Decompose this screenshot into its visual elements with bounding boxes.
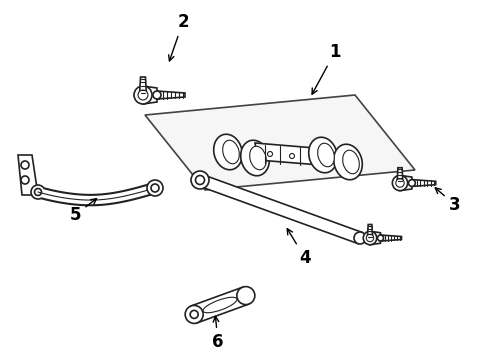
Polygon shape (368, 225, 372, 238)
Ellipse shape (318, 143, 334, 167)
Ellipse shape (334, 144, 362, 180)
Polygon shape (191, 287, 249, 323)
Circle shape (194, 174, 206, 186)
Text: 2: 2 (169, 13, 189, 61)
Text: 6: 6 (212, 316, 224, 351)
Polygon shape (397, 168, 403, 183)
Polygon shape (18, 155, 38, 195)
Polygon shape (140, 77, 147, 95)
Polygon shape (370, 231, 381, 245)
Text: 4: 4 (287, 229, 311, 267)
Circle shape (151, 184, 159, 192)
Polygon shape (145, 95, 415, 190)
Circle shape (268, 152, 272, 157)
Circle shape (363, 231, 377, 245)
Text: 1: 1 (312, 43, 341, 94)
Circle shape (190, 310, 198, 318)
Polygon shape (143, 86, 157, 104)
Polygon shape (381, 235, 401, 241)
Circle shape (147, 180, 163, 196)
Circle shape (290, 153, 294, 158)
Ellipse shape (343, 150, 359, 174)
Ellipse shape (203, 297, 237, 313)
Polygon shape (157, 91, 185, 99)
Circle shape (21, 161, 29, 169)
Ellipse shape (241, 140, 270, 176)
Circle shape (153, 91, 161, 99)
Polygon shape (412, 180, 436, 186)
Circle shape (34, 189, 42, 195)
Ellipse shape (250, 146, 267, 170)
Circle shape (237, 287, 255, 305)
Circle shape (367, 234, 374, 242)
Ellipse shape (309, 137, 337, 173)
Circle shape (191, 171, 209, 189)
Circle shape (185, 305, 203, 323)
Circle shape (409, 180, 416, 186)
Circle shape (196, 176, 204, 185)
Text: 5: 5 (69, 199, 97, 224)
Circle shape (354, 232, 366, 244)
Circle shape (392, 175, 408, 191)
Ellipse shape (214, 134, 242, 170)
Circle shape (396, 179, 404, 187)
Ellipse shape (222, 140, 239, 164)
Polygon shape (400, 175, 412, 191)
Circle shape (21, 176, 29, 184)
Text: 3: 3 (435, 188, 461, 214)
Polygon shape (198, 174, 362, 244)
Circle shape (377, 235, 384, 241)
Circle shape (138, 90, 148, 100)
Circle shape (31, 185, 45, 199)
Polygon shape (255, 143, 320, 165)
Circle shape (134, 86, 152, 104)
